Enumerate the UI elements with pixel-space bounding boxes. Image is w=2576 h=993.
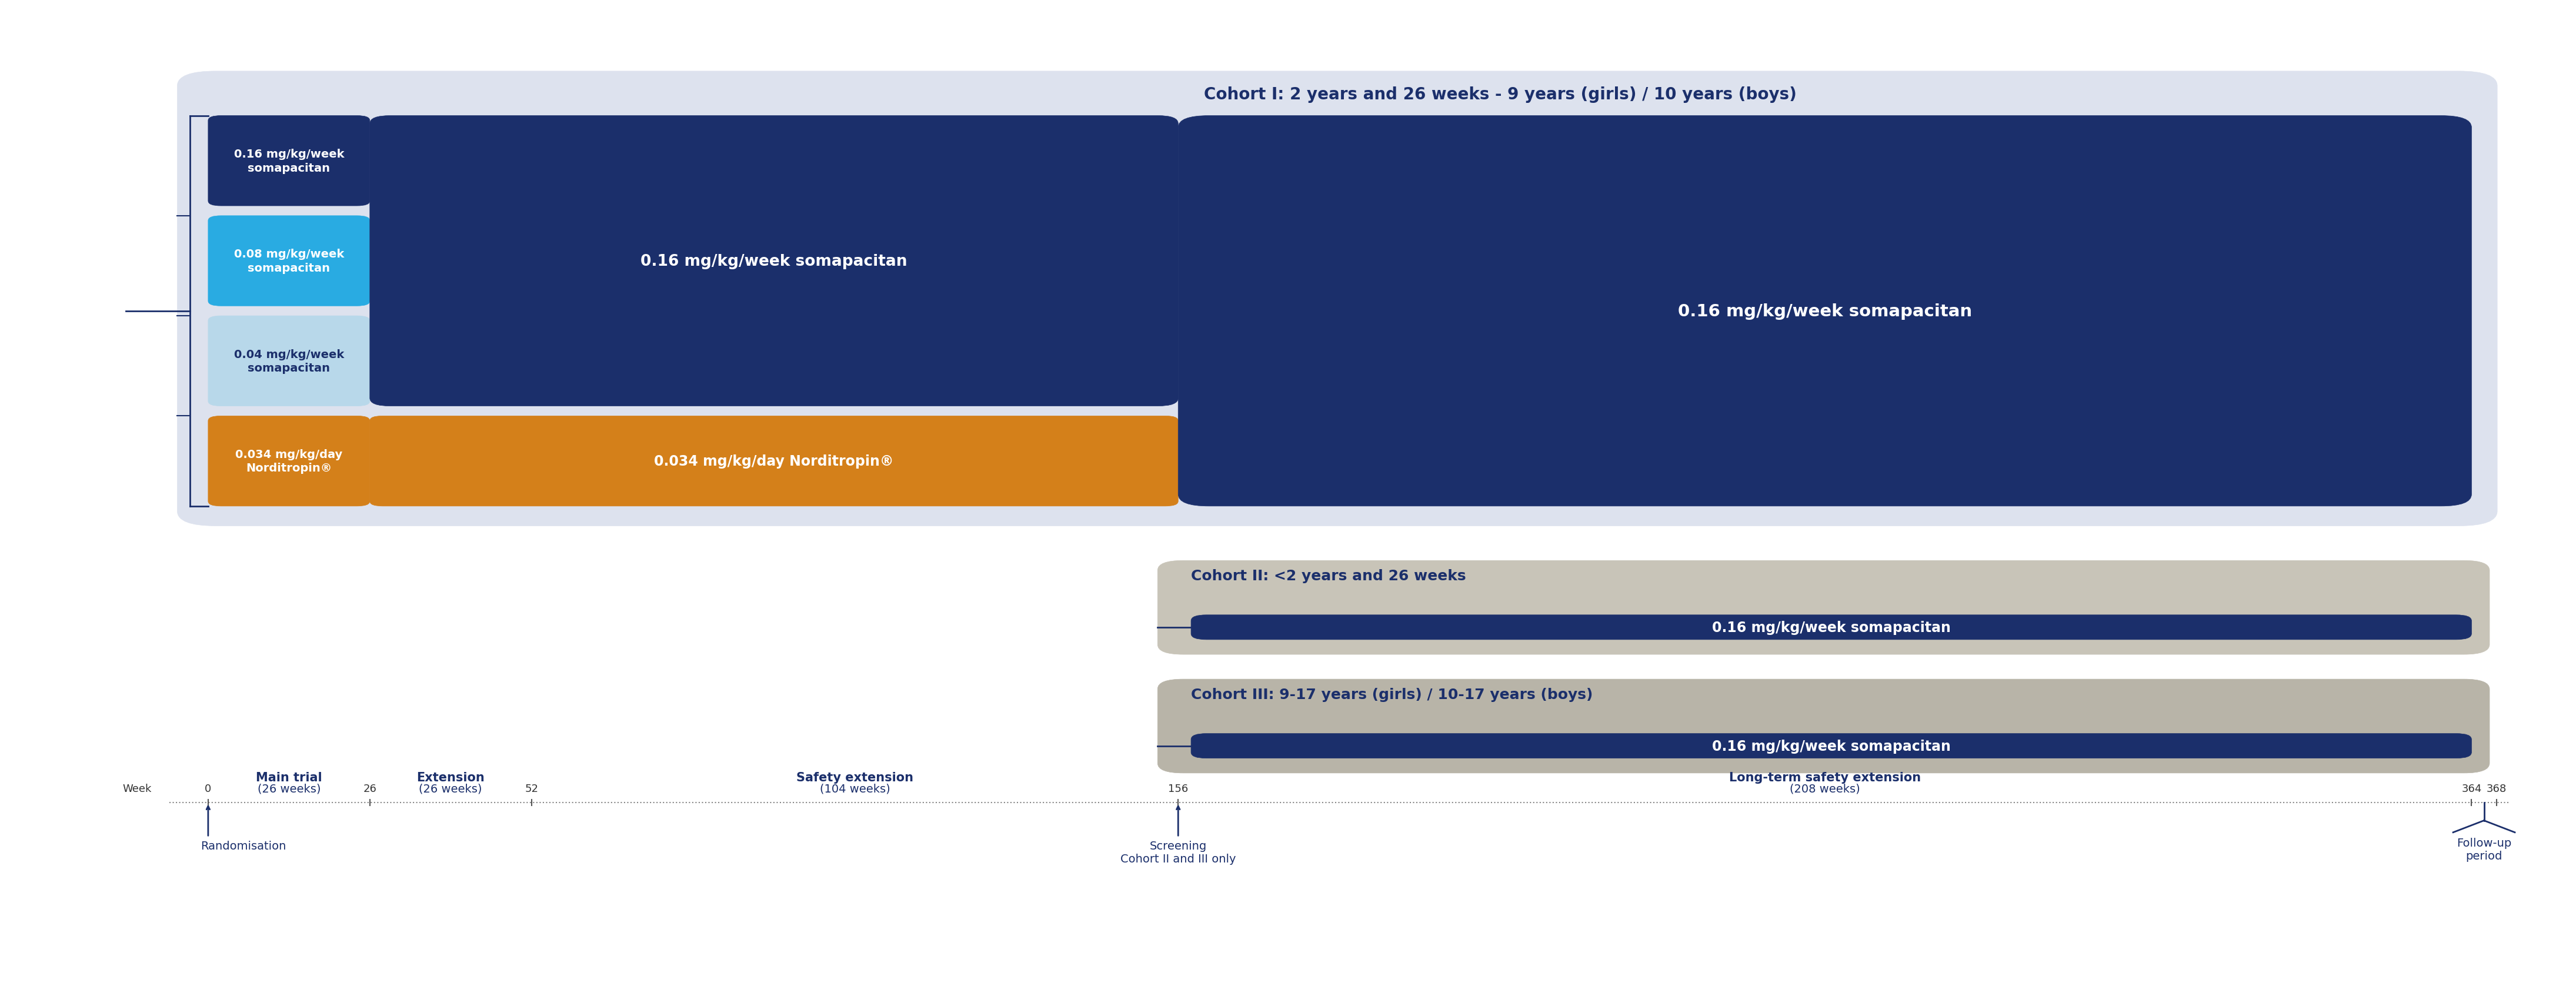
Text: Cohort III: 9-17 years (girls) / 10-17 years (boys): Cohort III: 9-17 years (girls) / 10-17 y…	[1190, 687, 1592, 701]
Text: Screening
Cohort II and III only: Screening Cohort II and III only	[1121, 840, 1236, 865]
Text: Cohort II: <2 years and 26 weeks: Cohort II: <2 years and 26 weeks	[1190, 569, 1466, 583]
Text: 368: 368	[2486, 783, 2506, 794]
Text: 0.16 mg/kg/week somapacitan: 0.16 mg/kg/week somapacitan	[641, 253, 907, 269]
FancyBboxPatch shape	[1177, 116, 2470, 506]
FancyBboxPatch shape	[1190, 734, 2470, 759]
Text: Follow-up
period: Follow-up period	[2458, 837, 2512, 862]
Text: 0.034 mg/kg/day Norditropin®: 0.034 mg/kg/day Norditropin®	[654, 454, 894, 469]
Text: 52: 52	[526, 783, 538, 794]
Text: 0.034 mg/kg/day
Norditropin®: 0.034 mg/kg/day Norditropin®	[234, 449, 343, 474]
Text: 0.16 mg/kg/week
somapacitan: 0.16 mg/kg/week somapacitan	[234, 149, 345, 174]
Text: 26: 26	[363, 783, 376, 794]
Text: Randomisation: Randomisation	[201, 840, 286, 852]
FancyBboxPatch shape	[209, 216, 371, 306]
Text: Long-term safety extension: Long-term safety extension	[1728, 772, 1922, 783]
Text: Safety extension: Safety extension	[796, 772, 914, 783]
Text: 0.16 mg/kg/week somapacitan: 0.16 mg/kg/week somapacitan	[1677, 303, 1971, 320]
FancyBboxPatch shape	[371, 416, 1177, 506]
Text: Main trial: Main trial	[255, 772, 322, 783]
FancyBboxPatch shape	[209, 416, 371, 506]
FancyBboxPatch shape	[371, 116, 1177, 406]
FancyBboxPatch shape	[1157, 679, 2488, 774]
FancyBboxPatch shape	[209, 116, 371, 207]
Text: (208 weeks): (208 weeks)	[1790, 782, 1860, 794]
Text: Extension: Extension	[417, 772, 484, 783]
Text: 156: 156	[1167, 783, 1188, 794]
Text: Cohort I: 2 years and 26 weeks - 9 years (girls) / 10 years (boys): Cohort I: 2 years and 26 weeks - 9 years…	[1203, 86, 1795, 103]
FancyBboxPatch shape	[178, 71, 2496, 526]
Text: 0.16 mg/kg/week somapacitan: 0.16 mg/kg/week somapacitan	[1713, 621, 1950, 635]
Text: Week: Week	[124, 783, 152, 794]
Text: (104 weeks): (104 weeks)	[819, 782, 891, 794]
Text: 364: 364	[2463, 783, 2481, 794]
Text: 0.16 mg/kg/week somapacitan: 0.16 mg/kg/week somapacitan	[1713, 739, 1950, 753]
Text: (26 weeks): (26 weeks)	[258, 782, 319, 794]
FancyBboxPatch shape	[209, 316, 371, 406]
FancyBboxPatch shape	[1190, 615, 2470, 639]
Text: 0: 0	[206, 783, 211, 794]
Text: (26 weeks): (26 weeks)	[420, 782, 482, 794]
FancyBboxPatch shape	[1157, 561, 2488, 654]
Text: 0.08 mg/kg/week
somapacitan: 0.08 mg/kg/week somapacitan	[234, 248, 345, 274]
Text: 0.04 mg/kg/week
somapacitan: 0.04 mg/kg/week somapacitan	[234, 349, 345, 373]
